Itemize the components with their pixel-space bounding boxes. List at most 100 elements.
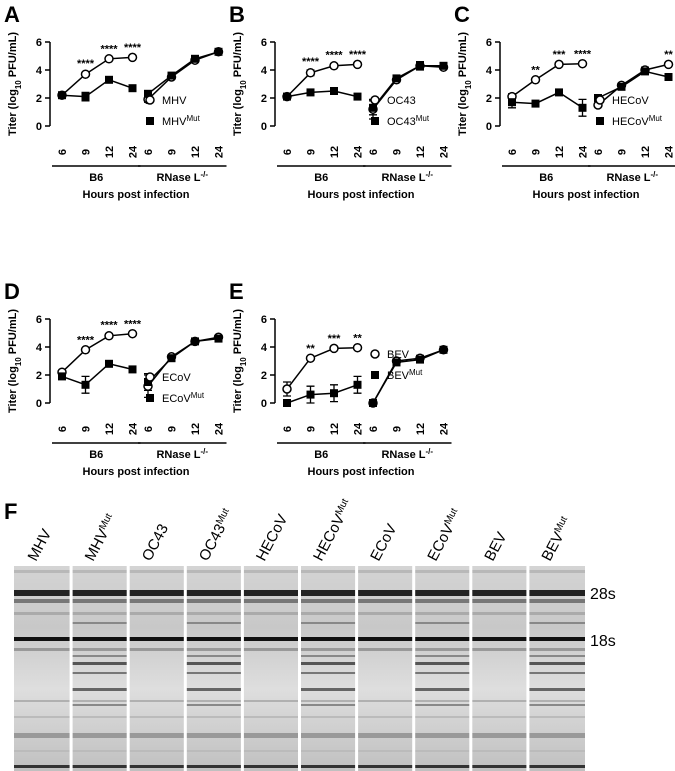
y-axis-label-part: PFU/mL) [7, 32, 19, 81]
series-line [61, 78, 133, 98]
panel-label: E [229, 279, 244, 304]
legend-label: ECoV [162, 372, 191, 384]
gel-band [71, 716, 129, 718]
legend-label: ECoVMut [162, 391, 205, 406]
gel-band [356, 570, 414, 573]
group-label: B6 [314, 449, 328, 461]
point [306, 88, 315, 97]
lane-separator [355, 566, 359, 771]
legend-name: HECoV [612, 116, 649, 128]
point [105, 75, 113, 84]
y-axis-label: Titer (log10 PFU/mL) [7, 32, 23, 136]
lane-name: BEV [481, 529, 510, 563]
legend-name: BEV [387, 370, 410, 382]
gel-band [527, 637, 585, 641]
gel-band [185, 716, 243, 718]
significance: *** [328, 333, 342, 345]
legend-marker [145, 372, 155, 382]
gel-band [185, 612, 243, 615]
point [369, 399, 377, 407]
gel-band [527, 765, 585, 768]
significance: **** [124, 318, 142, 330]
point [617, 82, 626, 91]
gel-band [185, 700, 243, 702]
group-label-text: RNase L [381, 172, 425, 184]
point [330, 87, 338, 95]
point [58, 372, 66, 381]
gel-band [299, 716, 357, 718]
lane-name: ECoV [424, 521, 457, 564]
significance: **** [349, 49, 367, 61]
lane-name: ECoV [367, 521, 400, 564]
point [508, 98, 516, 107]
significance: *** [553, 49, 567, 61]
lane-sup: Mut [333, 497, 351, 517]
gel-band [527, 733, 585, 738]
gel-band [242, 733, 300, 738]
gel-band [413, 733, 471, 738]
x-tick-label: 24 [214, 145, 226, 158]
y-tick-label: 6 [36, 37, 42, 49]
gel-band [470, 637, 528, 641]
group-label: B6 [539, 172, 553, 184]
gel-band [185, 655, 243, 657]
lane-label: ECoV [367, 521, 400, 564]
y-axis-label-part: 10 [239, 80, 248, 89]
gel-band [299, 637, 357, 641]
group-label-text: B6 [314, 172, 328, 184]
point [439, 345, 448, 354]
significance: ** [306, 343, 315, 355]
gel-band [71, 637, 129, 641]
gel-band [413, 599, 471, 603]
lane-sup: Mut [552, 514, 570, 534]
point [81, 92, 90, 101]
y-axis-label: Titer (log10 PFU/mL) [232, 309, 248, 413]
group-label-text: B6 [89, 172, 103, 184]
significance: **** [77, 334, 95, 346]
point [392, 358, 401, 367]
legend-name: MHV [162, 116, 187, 128]
y-axis-label-part: 10 [14, 357, 23, 366]
lane-label: BEV [481, 529, 510, 563]
gel-band [413, 672, 471, 674]
gel-band [185, 599, 243, 603]
lane-separator [412, 566, 416, 771]
point [128, 84, 137, 93]
legend-sup: Mut [186, 114, 200, 123]
group-label-sup: -/- [200, 170, 208, 179]
point [282, 384, 292, 394]
gel-band [356, 612, 414, 615]
lane-separator [69, 566, 73, 771]
gel-band [356, 599, 414, 603]
y-tick-label: 4 [486, 65, 493, 77]
x-tick-label: 6 [368, 149, 380, 155]
legend-marker [595, 95, 605, 105]
gel-band [14, 612, 72, 615]
gel-band [527, 622, 585, 624]
x-axis-label: Hours post infection [308, 466, 415, 478]
x-tick-label: 6 [143, 426, 155, 432]
series-line [147, 51, 219, 95]
y-axis-label-part: PFU/mL) [457, 32, 469, 81]
gel-band [299, 704, 357, 706]
x-tick-label: 12 [104, 146, 116, 158]
lane-separator [298, 566, 301, 771]
x-tick-label: 24 [214, 422, 226, 435]
significance: ** [664, 49, 673, 61]
gel-band [299, 648, 357, 651]
y-axis-label: Titer (log10 PFU/mL) [457, 32, 473, 136]
gel-band [128, 765, 186, 768]
series-line [597, 63, 669, 106]
gel-band [299, 612, 357, 615]
point [80, 69, 91, 79]
point [530, 75, 541, 85]
y-tick-label: 2 [36, 370, 42, 382]
group-label: B6 [314, 172, 328, 184]
x-tick-label: 9 [306, 426, 318, 432]
series-line [286, 90, 358, 98]
panel-label: A [4, 2, 20, 27]
lane-separator [183, 566, 187, 771]
gel-band [527, 599, 585, 603]
